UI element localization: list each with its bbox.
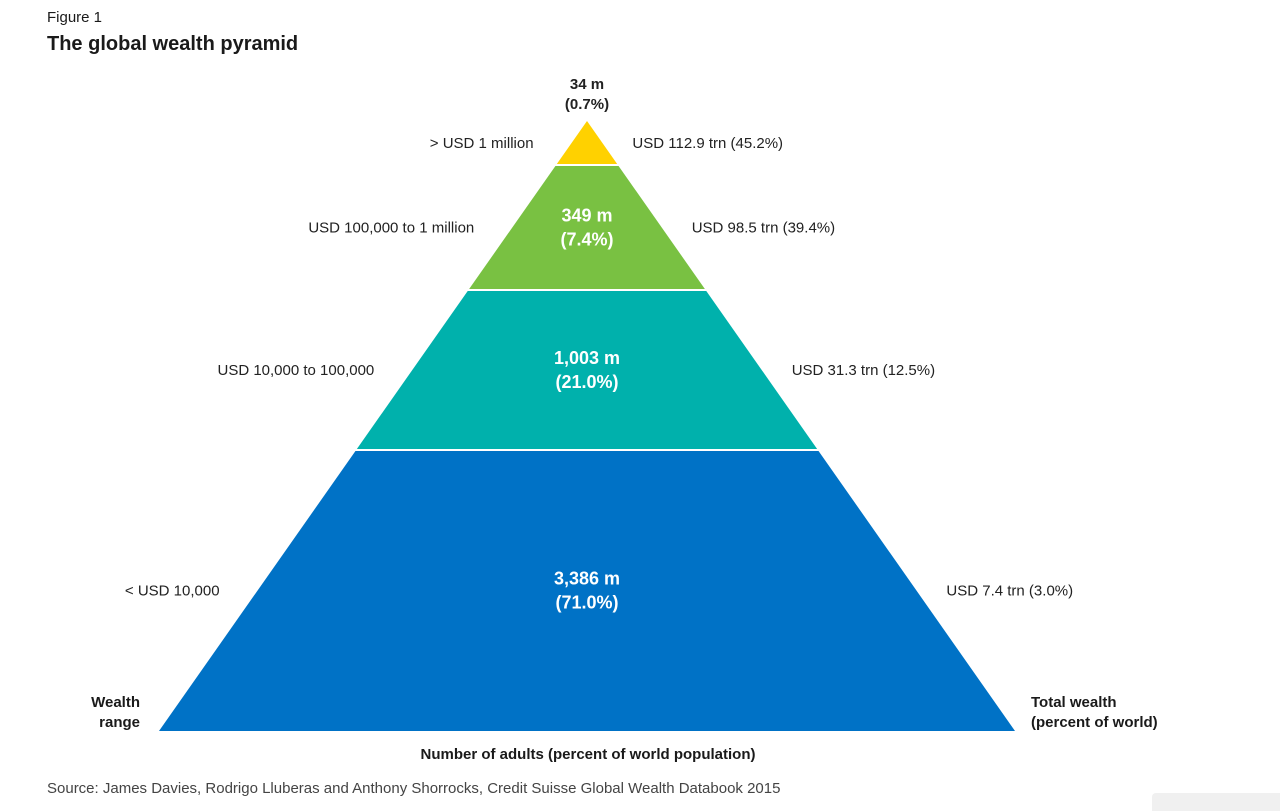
adults-percent-label: (0.7%)	[565, 96, 609, 113]
x-axis-label: Number of adults (percent of world popul…	[420, 746, 756, 763]
total-wealth-label: USD 7.4 trn (3.0%)	[946, 583, 1073, 600]
adults-percent-label: (7.4%)	[560, 230, 613, 250]
adults-count-label: 34 m	[570, 76, 604, 93]
total-wealth-axis-label: Total wealth (percent of world)	[1031, 694, 1158, 731]
source-note: Source: James Davies, Rodrigo Lluberas a…	[47, 780, 781, 797]
total-wealth-label: USD 98.5 trn (39.4%)	[692, 220, 835, 237]
figure-label: Figure 1	[47, 9, 103, 26]
adults-percent-label: (21.0%)	[555, 372, 618, 392]
adults-count-label: 3,386 m	[554, 569, 620, 589]
wealth-range-label: > USD 1 million	[430, 135, 534, 152]
total-wealth-label: USD 112.9 trn (45.2%)	[632, 135, 783, 152]
wealth-range-axis-label: Wealth range	[91, 694, 140, 731]
viewer-toolbar	[1152, 793, 1280, 811]
adults-count-label: 1,003 m	[554, 348, 620, 368]
adults-count-label: 349 m	[561, 206, 612, 226]
wealth-range-label: USD 10,000 to 100,000	[217, 362, 374, 379]
pyramid-tier-3	[356, 291, 818, 449]
wealth-range-label: USD 100,000 to 1 million	[308, 220, 474, 237]
pyramid-tier-4	[159, 451, 1015, 731]
pyramid-tier-2	[469, 166, 705, 289]
total-wealth-label: USD 31.3 trn (12.5%)	[792, 362, 935, 379]
pyramid-tier-1	[556, 121, 618, 164]
adults-percent-label: (71.0%)	[555, 593, 618, 613]
wealth-range-label: < USD 10,000	[125, 583, 220, 600]
chart-title: The global wealth pyramid	[47, 33, 299, 55]
